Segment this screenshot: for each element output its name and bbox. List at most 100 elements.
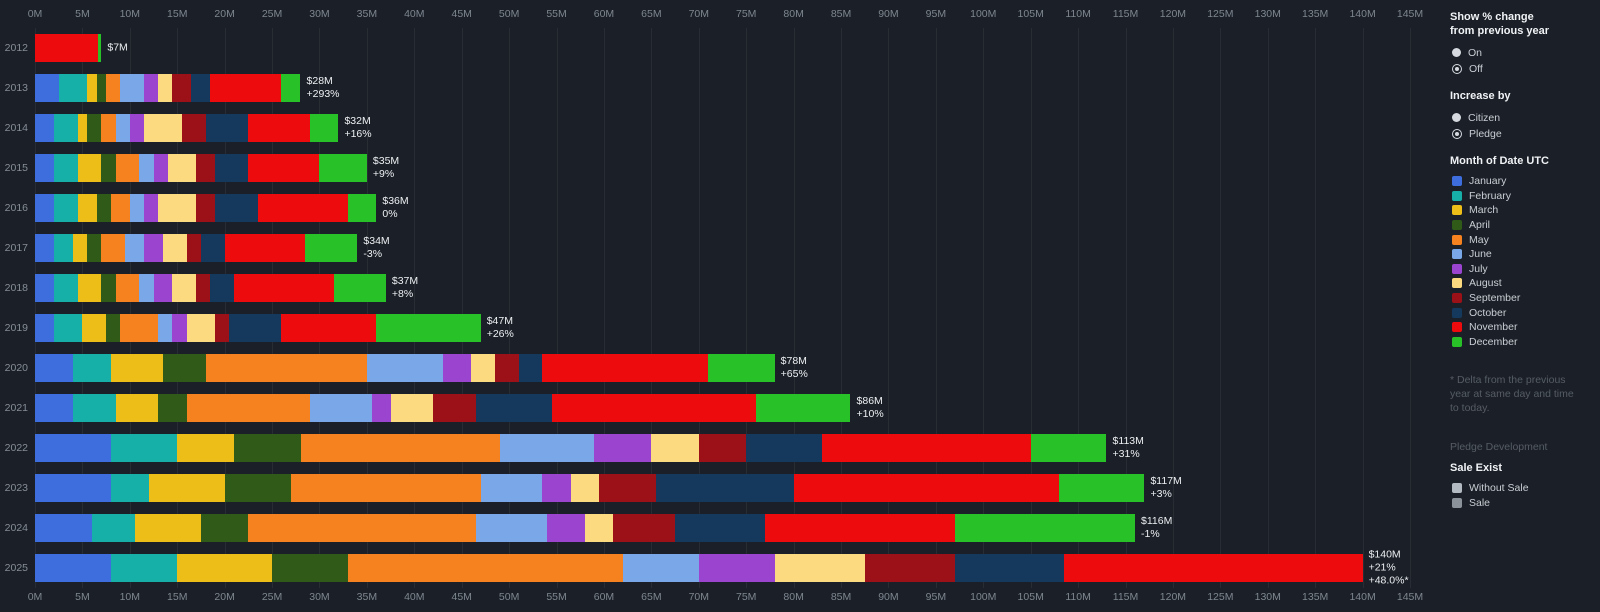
segment-2021-july[interactable] — [371, 394, 391, 422]
segment-2021-april[interactable] — [158, 394, 187, 422]
segment-2019-january[interactable] — [35, 314, 54, 342]
segment-2015-january[interactable] — [35, 154, 54, 182]
month-legend-item-may[interactable]: May — [1452, 232, 1594, 247]
segment-2024-february[interactable] — [91, 514, 135, 542]
segment-2023-september[interactable] — [599, 474, 657, 502]
segment-2020-august[interactable] — [471, 354, 495, 382]
segment-2017-may[interactable] — [101, 234, 126, 262]
segment-2014-november[interactable] — [248, 114, 310, 142]
segment-2017-july[interactable] — [144, 234, 163, 262]
segment-2021-june[interactable] — [309, 394, 372, 422]
segment-2025-november[interactable] — [1063, 554, 1363, 582]
segment-2021-october[interactable] — [475, 394, 552, 422]
segment-2013-august[interactable] — [158, 74, 173, 102]
segment-2023-february[interactable] — [110, 474, 149, 502]
segment-2020-february[interactable] — [72, 354, 111, 382]
segment-2019-december[interactable] — [376, 314, 481, 342]
segment-2014-august[interactable] — [144, 114, 182, 142]
segment-2020-january[interactable] — [35, 354, 73, 382]
segment-2019-march[interactable] — [82, 314, 107, 342]
segment-2014-january[interactable] — [35, 114, 54, 142]
segment-2023-january[interactable] — [35, 474, 111, 502]
segment-2016-may[interactable] — [110, 194, 130, 222]
segment-2018-july[interactable] — [153, 274, 173, 302]
segment-2019-october[interactable] — [229, 314, 282, 342]
segment-2020-march[interactable] — [110, 354, 163, 382]
month-legend-item-july[interactable]: July — [1452, 262, 1594, 277]
segment-2016-march[interactable] — [77, 194, 97, 222]
segment-2014-june[interactable] — [115, 114, 130, 142]
segment-2025-august[interactable] — [774, 554, 865, 582]
month-legend-item-june[interactable]: June — [1452, 247, 1594, 262]
segment-2013-april[interactable] — [96, 74, 107, 102]
month-legend-item-october[interactable]: October — [1452, 305, 1594, 320]
segment-2023-june[interactable] — [480, 474, 543, 502]
segment-2019-april[interactable] — [106, 314, 121, 342]
segment-2023-april[interactable] — [224, 474, 292, 502]
segment-2025-october[interactable] — [954, 554, 1064, 582]
segment-2023-december[interactable] — [1059, 474, 1145, 502]
segment-2013-september[interactable] — [172, 74, 192, 102]
segment-2018-november[interactable] — [234, 274, 334, 302]
segment-2013-march[interactable] — [87, 74, 97, 102]
segment-2018-january[interactable] — [35, 274, 54, 302]
segment-2021-january[interactable] — [35, 394, 73, 422]
segment-2023-october[interactable] — [656, 474, 794, 502]
segment-2022-november[interactable] — [822, 434, 1031, 462]
segment-2013-october[interactable] — [191, 74, 211, 102]
segment-2021-august[interactable] — [390, 394, 434, 422]
segment-2025-september[interactable] — [864, 554, 955, 582]
segment-2019-august[interactable] — [186, 314, 216, 342]
show-pct-option-off[interactable]: Off — [1452, 61, 1594, 76]
segment-2013-june[interactable] — [120, 74, 144, 102]
segment-2025-may[interactable] — [347, 554, 623, 582]
month-legend-item-december[interactable]: December — [1452, 335, 1594, 350]
segment-2022-september[interactable] — [698, 434, 747, 462]
segment-2015-may[interactable] — [115, 154, 140, 182]
segment-2016-april[interactable] — [96, 194, 111, 222]
segment-2019-june[interactable] — [158, 314, 173, 342]
segment-2022-july[interactable] — [594, 434, 652, 462]
segment-2023-may[interactable] — [291, 474, 481, 502]
segment-2025-march[interactable] — [177, 554, 273, 582]
segment-2017-february[interactable] — [53, 234, 73, 262]
segment-2020-september[interactable] — [494, 354, 519, 382]
segment-2024-september[interactable] — [613, 514, 676, 542]
segment-2016-november[interactable] — [257, 194, 348, 222]
month-legend-item-january[interactable]: January — [1452, 174, 1594, 189]
segment-2016-february[interactable] — [53, 194, 78, 222]
segment-2019-july[interactable] — [172, 314, 187, 342]
segment-2020-april[interactable] — [162, 354, 206, 382]
segment-2016-august[interactable] — [158, 194, 197, 222]
segment-2024-july[interactable] — [547, 514, 585, 542]
segment-2024-august[interactable] — [584, 514, 614, 542]
segment-2015-april[interactable] — [101, 154, 116, 182]
segment-2017-december[interactable] — [305, 234, 358, 262]
segment-2017-june[interactable] — [125, 234, 144, 262]
segment-2016-september[interactable] — [196, 194, 216, 222]
segment-2017-january[interactable] — [35, 234, 54, 262]
segment-2023-march[interactable] — [148, 474, 225, 502]
sale-legend-item-without-sale[interactable]: Without Sale — [1452, 481, 1594, 496]
segment-2016-june[interactable] — [129, 194, 144, 222]
segment-2014-december[interactable] — [309, 114, 339, 142]
segment-2024-may[interactable] — [248, 514, 476, 542]
segment-2024-october[interactable] — [675, 514, 766, 542]
segment-2018-june[interactable] — [139, 274, 154, 302]
segment-2014-july[interactable] — [129, 114, 144, 142]
month-legend-item-february[interactable]: February — [1452, 189, 1594, 204]
segment-2014-february[interactable] — [53, 114, 78, 142]
segment-2017-august[interactable] — [162, 234, 187, 262]
segment-2021-december[interactable] — [755, 394, 851, 422]
month-legend-item-november[interactable]: November — [1452, 320, 1594, 335]
segment-2023-july[interactable] — [542, 474, 571, 502]
segment-2022-january[interactable] — [35, 434, 111, 462]
segment-2020-july[interactable] — [442, 354, 472, 382]
segment-2022-october[interactable] — [746, 434, 822, 462]
segment-2013-february[interactable] — [58, 74, 88, 102]
segment-2021-may[interactable] — [186, 394, 310, 422]
segment-2017-march[interactable] — [72, 234, 88, 262]
segment-2022-february[interactable] — [110, 434, 178, 462]
segment-2024-december[interactable] — [954, 514, 1135, 542]
segment-2015-november[interactable] — [248, 154, 320, 182]
